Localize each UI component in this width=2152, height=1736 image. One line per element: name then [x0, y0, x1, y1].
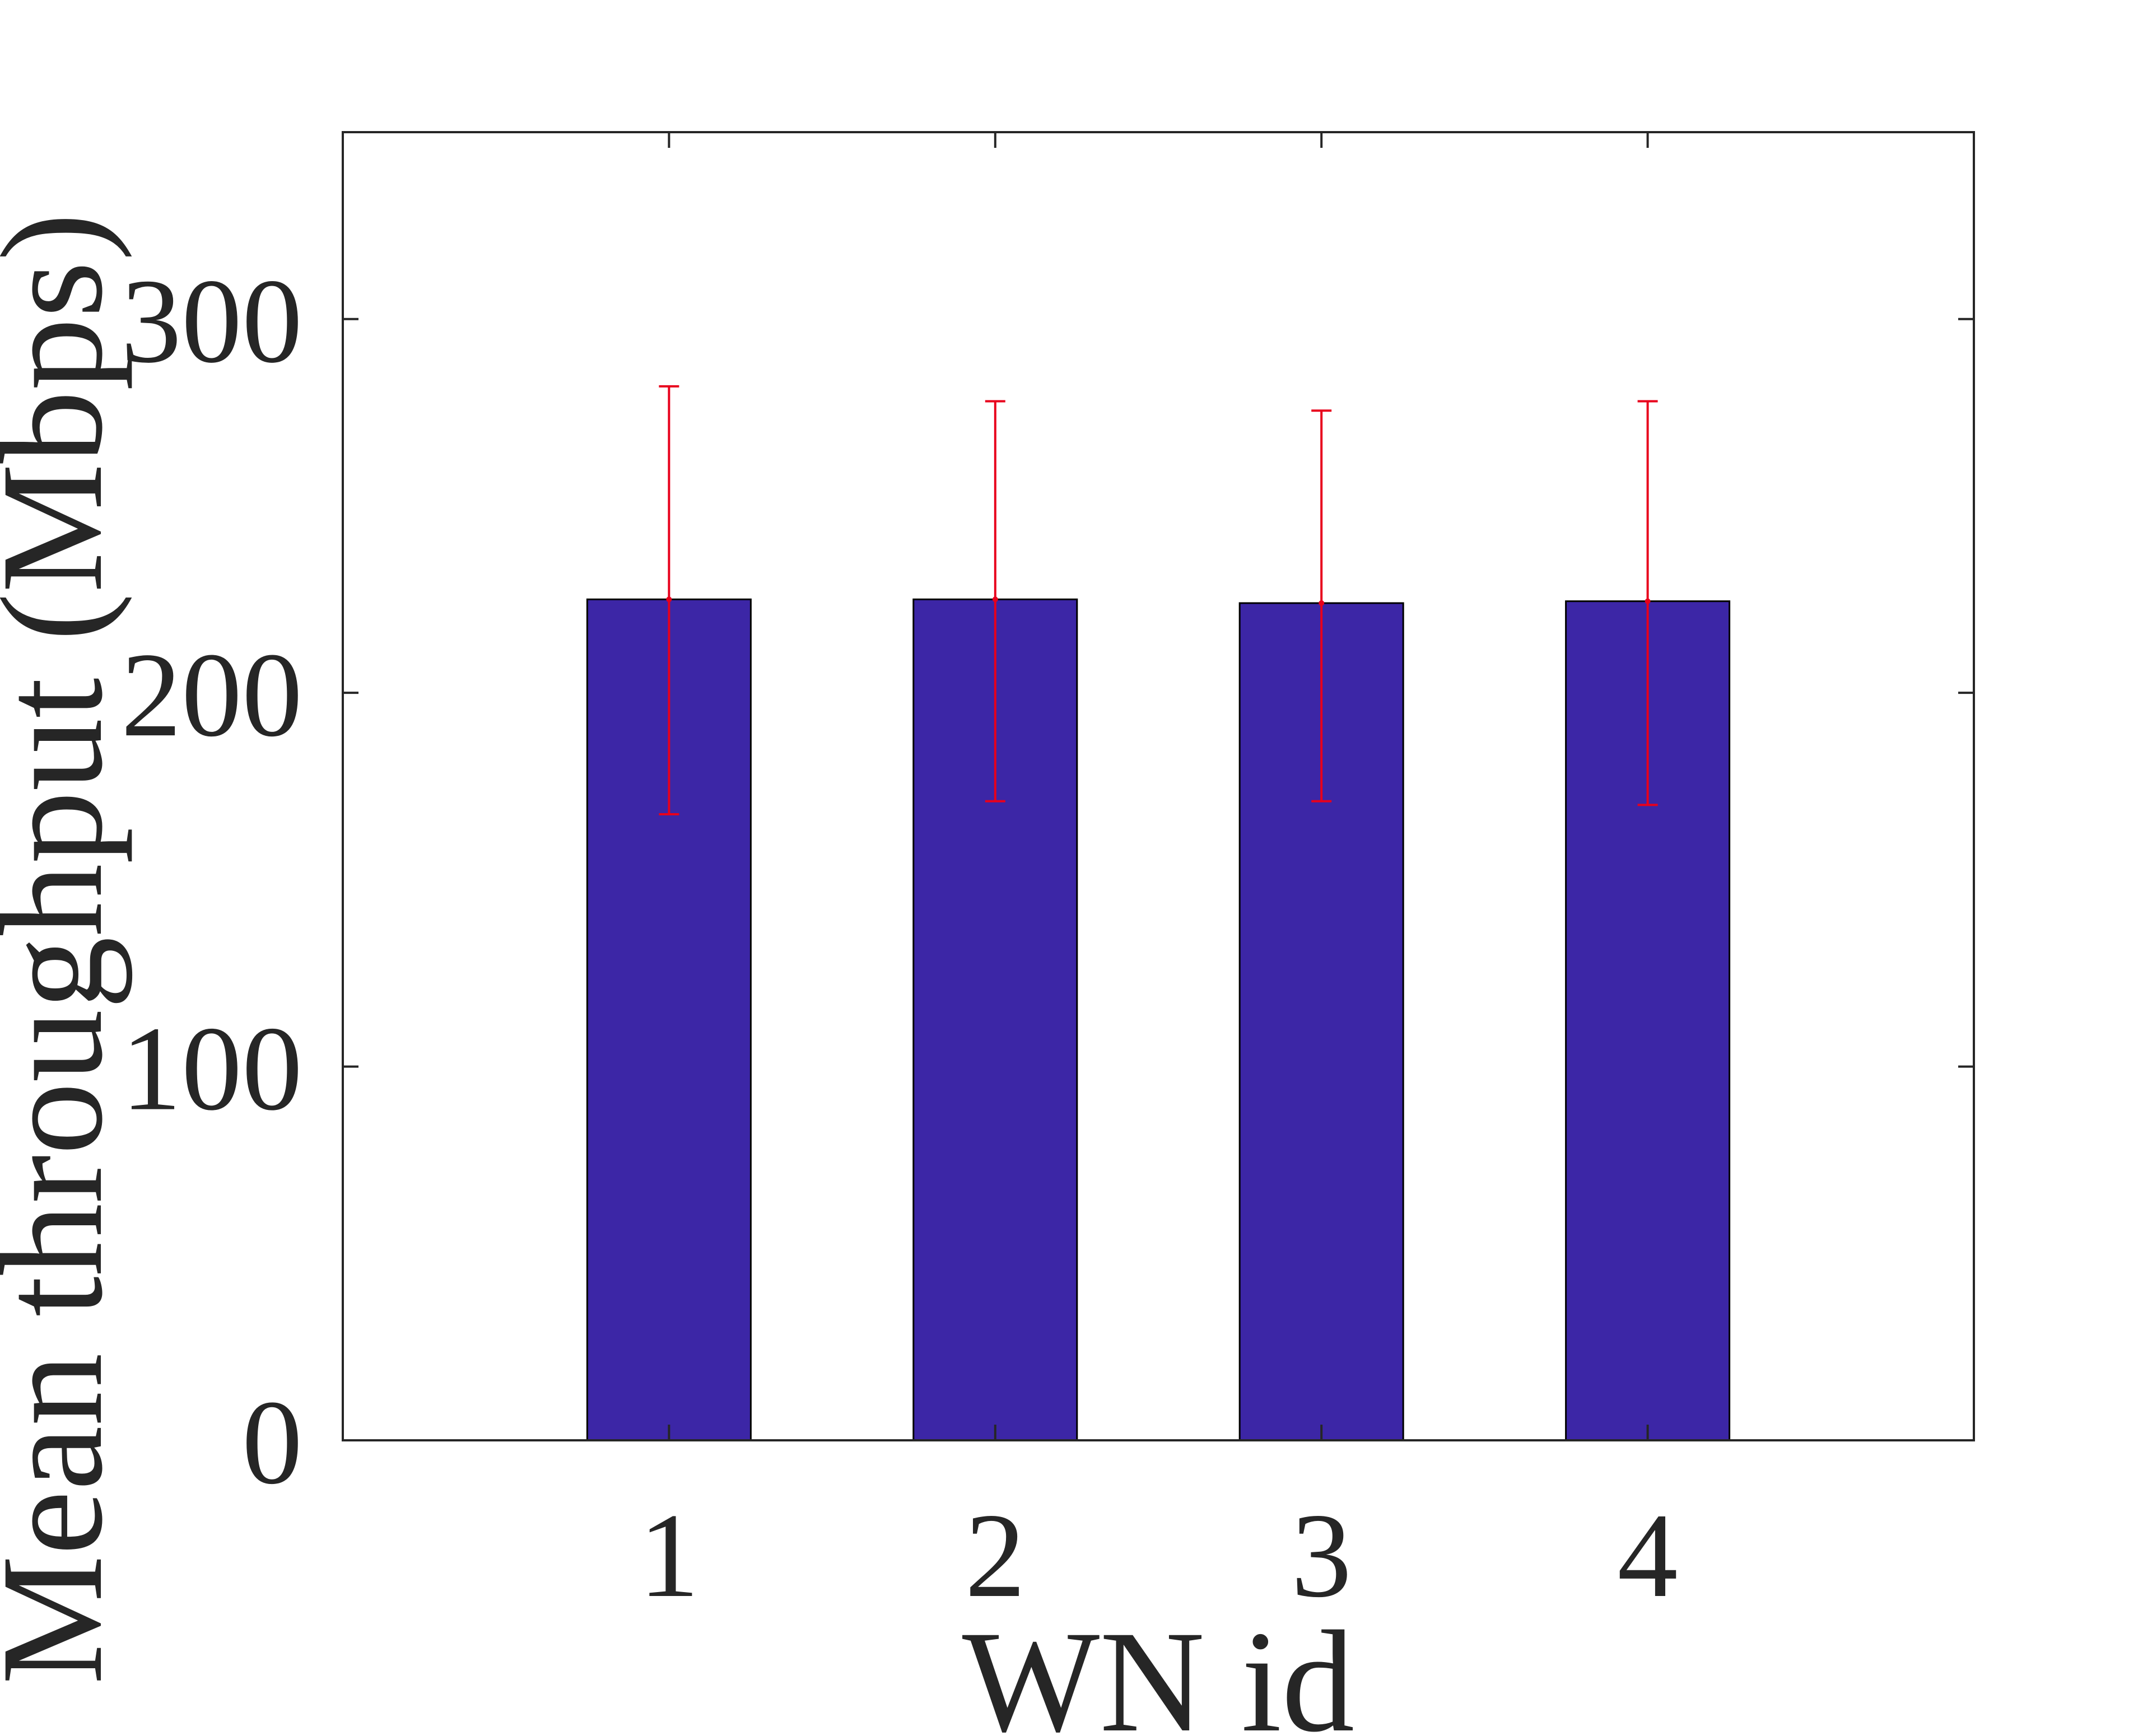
ticks-layer: [343, 132, 1974, 1441]
error-marker-2: [992, 596, 998, 603]
y-tick-label-200: 200: [121, 628, 302, 762]
error-marker-1: [666, 596, 672, 603]
x-tick-label-1: 1: [639, 1488, 699, 1622]
y-tick-label-300: 300: [121, 254, 302, 388]
error-bars-layer: [659, 385, 1658, 816]
x-axis-title: WN id: [962, 1601, 1354, 1736]
x-tick-label-4: 4: [1618, 1488, 1678, 1622]
y-axis-title: Mean throughput (Mbps): [0, 213, 133, 1685]
x-tick-labels: 1 2 3 4: [639, 1488, 1678, 1622]
error-marker-4: [1645, 598, 1651, 604]
x-tick-label-3: 3: [1291, 1488, 1352, 1622]
axes-frame: [342, 131, 1975, 1441]
error-marker-3: [1319, 600, 1325, 606]
y-tick-label-0: 0: [242, 1375, 302, 1509]
y-tick-labels: 0 100 200 300: [121, 254, 302, 1509]
x-tick-label-2: 2: [965, 1488, 1026, 1622]
y-tick-label-100: 100: [121, 1002, 302, 1136]
